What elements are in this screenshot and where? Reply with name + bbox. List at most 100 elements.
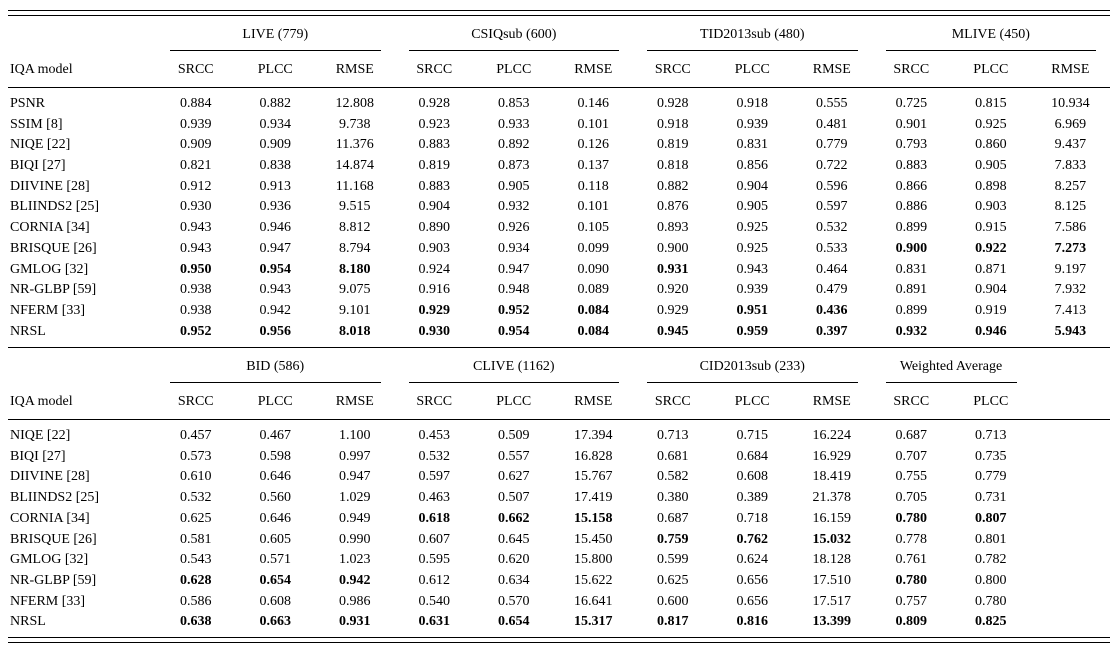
metric-value-cell: 0.779 [975,469,1007,485]
metric-column-header: PLCC [951,383,1031,421]
metric-column-header: SRCC [633,51,713,88]
metric-value-cell: 17.394 [574,428,613,444]
metric-value-cell: 0.662 [498,510,530,526]
top-double-rule [8,10,1110,16]
metric-value-cell: 0.090 [577,261,610,277]
metric-value-cell: 0.876 [657,199,689,215]
bottom-double-rule [8,636,1110,643]
metric-value-cell: 0.718 [736,510,769,526]
metric-value-cell: 0.947 [498,261,530,277]
dataset-group-label: BID (586) [246,359,305,375]
column-header-spacer-cell [1030,383,1111,421]
iqa-model-name: GMLOG [32] [10,552,89,568]
group-underline-rule [647,50,858,51]
value-spacer-cell [1031,488,1111,509]
metric-value-cell: 0.532 [418,448,451,464]
metric-value-cell: 8.257 [1054,178,1087,194]
metric-value-cell: 15.032 [812,531,852,547]
metric-value-cell: 0.831 [895,261,928,277]
metric-value-cell: 10.934 [1051,96,1090,111]
table-row: DIIVINE [28] 0.912 0.913 11.168 0.883 0.905 0.… [8,176,1110,197]
column-header-row: IQA model SRCC PLCC RMSE SRCC PLCC RMSE SRCC PLC… [8,383,1111,421]
dataset-group-header: TID2013sub (480) [633,16,872,51]
metric-value-cell: 0.481 [816,116,848,132]
dataset-group-label: Weighted Average [899,359,1003,375]
metric-value-cell: 0.930 [180,199,212,215]
metric-value-cell: 0.928 [418,96,451,111]
metric-column-header: PLCC [474,51,554,88]
value-spacer-cell [1031,467,1111,488]
metric-value-cell: 0.571 [259,552,292,568]
group-underline-rule [408,50,620,51]
metric-value-cell: 0.909 [180,137,212,153]
metric-value-cell: 0.943 [736,261,769,277]
metric-value-cell: 9.197 [1054,261,1087,277]
table-row: CORNIA [34] 0.943 0.946 8.812 0.890 0.926 0.10… [8,218,1110,239]
column-header-row: IQA model SRCC PLCC RMSE SRCC PLCC RMSE SRCC PLC… [8,51,1111,88]
metric-value-cell: 0.903 [418,240,451,256]
metric-value-cell: 0.893 [657,220,689,236]
metric-value-cell: 9.101 [339,302,371,318]
metric-value-cell: 0.713 [657,428,689,444]
metric-value-cell: 0.934 [259,116,292,132]
dataset-group-header-row: LIVE (779) CSIQsub (600) TID2013sub (480) M… [8,16,1110,51]
metric-value-cell: 0.625 [657,572,689,588]
metric-value-cell: 0.762 [736,531,769,547]
metric-value-cell: 0.793 [895,137,928,153]
metric-value-cell: 17.419 [574,490,613,506]
metric-value-cell: 0.807 [975,510,1007,526]
metric-value-cell: 0.681 [657,448,689,464]
metric-value-cell: 0.860 [975,137,1007,153]
metric-column-header: RMSE [553,383,634,421]
metric-value-cell: 0.084 [577,302,610,318]
metric-value-cell: 0.605 [259,531,292,547]
metric-value-cell: 0.654 [259,572,292,588]
metric-value-cell: 0.949 [339,510,371,526]
iqa-model-name: NR-GLBP [59] [10,572,97,588]
table-divider-rule [8,347,1110,349]
metric-value-cell: 0.509 [498,428,530,444]
metric-value-cell: 16.828 [574,448,613,464]
metric-value-cell: 0.818 [657,158,689,174]
metric-value-cell: 0.757 [895,593,928,609]
table-row: BIQI [27] 0.821 0.838 14.874 0.819 0.873 0.137… [8,155,1110,176]
metric-column-header: RMSE [792,51,872,88]
results-table: LIVE (779) CSIQsub (600) TID2013sub (480) M… [8,16,1111,346]
iqa-model-name: DIIVINE [28] [10,178,90,194]
iqa-model-name: BLIINDS2 [25] [10,490,100,506]
metric-value-cell: 0.959 [736,323,769,339]
metric-value-cell: 0.397 [816,323,848,339]
group-header-blank-cell [8,16,156,51]
metric-value-cell: 0.809 [895,614,928,630]
iqa-model-name: SSIM [8] [10,116,63,132]
dataset-group-header: CSIQsub (600) [395,16,634,51]
metric-column-header: PLCC [235,51,315,88]
metric-value-cell: 0.089 [577,282,610,298]
metric-value-cell: 0.555 [816,96,848,111]
metric-value-cell: 0.997 [339,448,371,464]
metric-value-cell: 0.646 [259,510,292,526]
metric-value-cell: 0.595 [418,552,451,568]
metric-value-cell: 0.913 [259,178,292,194]
metric-value-cell: 0.779 [816,137,848,153]
table-row: NFERM [33] 0.586 0.608 0.986 0.540 0.570 16.64… [8,591,1110,612]
metric-value-cell: 0.819 [418,158,451,174]
table-row: BLIINDS2 [25] 0.532 0.560 1.029 0.463 0.507 17… [8,488,1110,509]
metric-value-cell: 0.882 [259,96,292,111]
metric-value-cell: 0.934 [498,240,530,256]
value-spacer-cell [1031,591,1111,612]
metric-value-cell: 0.884 [180,96,212,111]
metric-value-cell: 0.900 [657,240,689,256]
metric-value-cell: 0.892 [498,137,530,153]
metric-value-cell: 0.939 [736,282,769,298]
metric-value-cell: 0.507 [498,490,530,506]
metric-column-header: PLCC [474,383,554,421]
metric-value-cell: 0.800 [975,572,1007,588]
metric-value-cell: 0.624 [736,552,769,568]
metric-value-cell: 0.938 [180,282,212,298]
metric-value-cell: 0.780 [975,593,1007,609]
metric-value-cell: 0.866 [895,178,928,194]
metric-column-header: PLCC [712,51,793,88]
results-table-bottom: BID (586) CLIVE (1162) CID2013sub (233) Wei… [8,348,1111,637]
value-spacer-cell [1031,508,1111,529]
